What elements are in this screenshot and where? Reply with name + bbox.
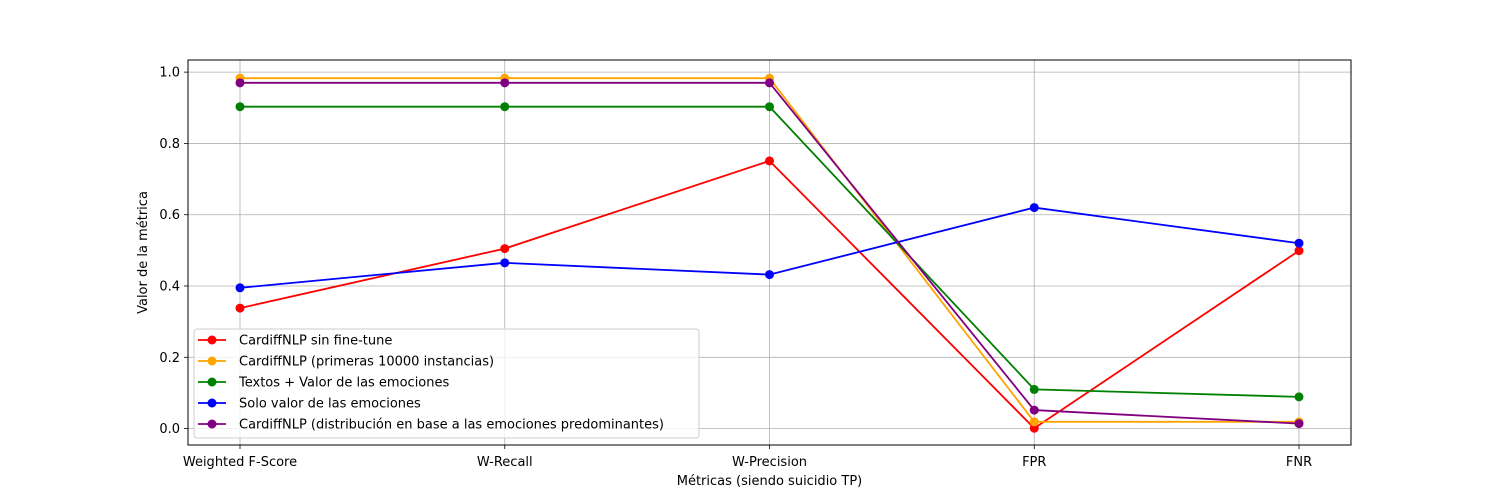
legend-marker — [207, 377, 217, 387]
data-point — [235, 283, 245, 293]
data-point — [1294, 238, 1304, 248]
legend-marker — [207, 335, 217, 345]
y-tick-label: 0.4 — [159, 280, 180, 295]
legend-label: CardiffNLP (distribución en base a las e… — [239, 418, 664, 433]
y-tick-label: 0.0 — [159, 422, 180, 437]
y-tick-label: 1.0 — [159, 66, 180, 81]
series-cardiffnlp-distribuci-n-en-base-a-las-emociones-predominantes — [235, 78, 1304, 429]
x-tick-label: W-Recall — [477, 455, 533, 470]
data-point — [1029, 405, 1039, 415]
series-cardiffnlp-sin-fine-tune — [235, 156, 1304, 433]
y-tick-label: 0.8 — [159, 137, 180, 152]
legend-label: Textos + Valor de las emociones — [238, 376, 449, 391]
series-layer — [235, 73, 1304, 433]
data-point — [1029, 423, 1039, 433]
data-point — [235, 303, 245, 313]
data-point — [1029, 384, 1039, 394]
x-axis-label: Métricas (siendo suicidio TP) — [677, 474, 863, 489]
y-axis-label: Valor de la métrica — [136, 191, 151, 314]
legend-entry: Solo valor de las emociones — [198, 397, 421, 412]
x-tick-label: Weighted F-Score — [183, 455, 297, 470]
series-textos-valor-de-las-emociones — [235, 102, 1304, 402]
data-point — [500, 244, 510, 254]
data-point — [500, 78, 510, 88]
x-axis-ticks: Weighted F-Score W-Recall W-Precision FPR FN… — [183, 445, 1312, 470]
data-point — [1294, 246, 1304, 256]
legend-marker — [207, 356, 217, 366]
legend-marker — [207, 419, 217, 429]
data-point — [765, 156, 774, 166]
legend-label: CardiffNLP (primeras 10000 instancias) — [239, 355, 494, 370]
x-tick-label: FPR — [1022, 455, 1046, 470]
legend-label: CardiffNLP sin fine-tune — [239, 334, 392, 349]
data-point — [1294, 419, 1304, 429]
data-point — [765, 102, 774, 112]
data-point — [1294, 392, 1304, 402]
y-tick-label: 0.6 — [159, 208, 180, 223]
legend-entry: CardiffNLP sin fine-tune — [198, 334, 392, 349]
legend-entry: Textos + Valor de las emociones — [198, 376, 449, 391]
data-point — [765, 78, 774, 88]
data-point — [500, 102, 510, 112]
data-point — [235, 78, 245, 88]
data-point — [235, 102, 245, 112]
legend-label: Solo valor de las emociones — [239, 397, 421, 412]
series-solo-valor-de-las-emociones — [235, 203, 1304, 293]
y-tick-label: 0.2 — [159, 351, 180, 366]
legend-marker — [207, 398, 217, 408]
legend: CardiffNLP sin fine-tune CardiffNLP (prim… — [193, 328, 700, 439]
x-tick-label: FNR — [1286, 455, 1312, 470]
data-point — [765, 270, 774, 280]
legend-entry: CardiffNLP (distribución en base a las e… — [198, 418, 664, 433]
data-point — [1029, 203, 1039, 213]
legend-entry: CardiffNLP (primeras 10000 instancias) — [198, 355, 494, 370]
data-point — [500, 258, 510, 268]
y-axis-ticks: 0.0 0.2 0.4 0.6 0.8 1.0 — [159, 66, 188, 437]
data-point — [1029, 417, 1039, 427]
x-tick-label: W-Precision — [732, 455, 807, 470]
legend-box — [193, 328, 700, 439]
